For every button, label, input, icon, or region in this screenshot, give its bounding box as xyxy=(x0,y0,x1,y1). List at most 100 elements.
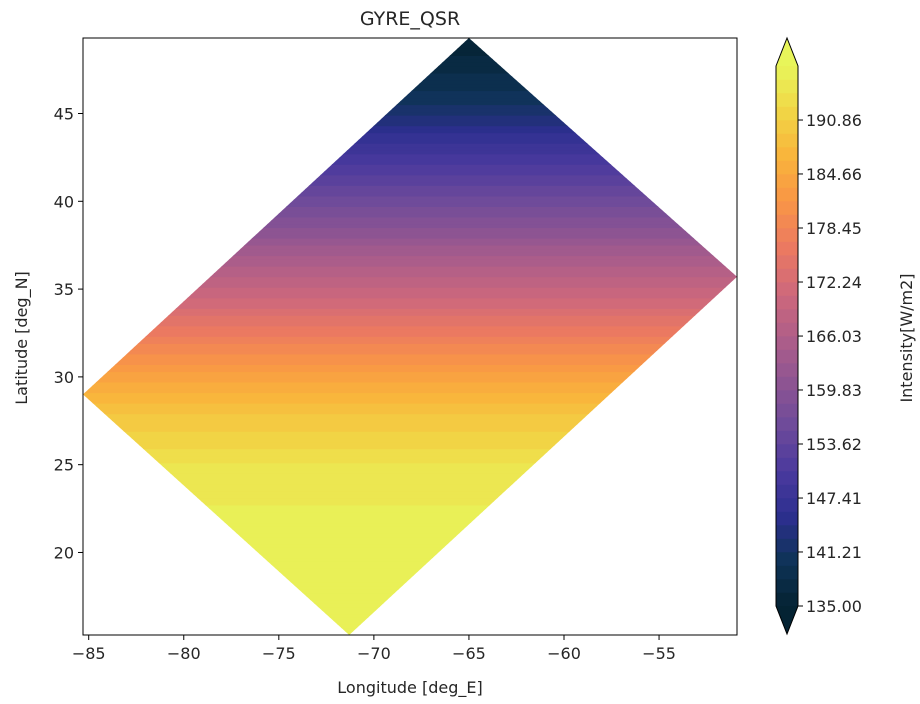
field-band xyxy=(83,269,737,274)
field-band xyxy=(83,444,737,450)
field-band xyxy=(83,58,737,63)
colorbar-tick-label: 166.03 xyxy=(806,327,862,346)
field-band xyxy=(83,448,737,453)
field-band xyxy=(83,44,737,49)
field-band xyxy=(83,550,737,555)
field-band xyxy=(83,185,737,190)
field-band xyxy=(83,283,737,288)
field-band xyxy=(83,62,737,67)
field-band xyxy=(83,599,737,604)
field-band xyxy=(83,114,737,120)
field-band xyxy=(83,399,737,404)
colorbar-level xyxy=(776,254,798,269)
field-band xyxy=(83,167,737,172)
colorbar-level xyxy=(776,376,798,391)
colorbar-label: Intensity[W/m2] xyxy=(897,273,916,402)
field-band xyxy=(83,339,737,344)
colorbar-level xyxy=(776,335,798,350)
field-band xyxy=(83,423,737,429)
field-band xyxy=(83,241,737,246)
y-tick-label: 20 xyxy=(54,543,74,562)
field-band xyxy=(83,564,737,569)
field-band xyxy=(83,553,737,559)
colorbar: 135.00 141.21 147.41 153.62 159.83 166.03 172.… xyxy=(775,36,862,636)
colorbar-level xyxy=(776,119,798,134)
field-band xyxy=(83,286,737,292)
field-band xyxy=(83,617,737,622)
field-band xyxy=(83,178,737,183)
colorbar-tick-label: 159.83 xyxy=(806,381,862,400)
field-band xyxy=(83,476,737,481)
colorbar-level xyxy=(776,214,798,229)
field-band xyxy=(83,620,737,625)
colorbar-extend-max xyxy=(776,38,798,66)
field-band xyxy=(83,501,737,506)
x-axis-ticks: −85 −80 −75 −70 −65 −60 −55 xyxy=(72,635,676,663)
field-band xyxy=(83,469,737,474)
field-band xyxy=(83,202,737,207)
field-band xyxy=(83,72,737,78)
field-band xyxy=(83,139,737,144)
field-band xyxy=(83,585,737,590)
field-band xyxy=(83,416,737,422)
field-band xyxy=(83,304,737,309)
field-band xyxy=(83,188,737,193)
field-band xyxy=(83,525,737,531)
colorbar-tick-label: 153.62 xyxy=(806,435,862,454)
colorbar-level xyxy=(776,146,798,161)
colorbar-tick-label: 178.45 xyxy=(806,219,862,238)
field-band xyxy=(83,234,737,239)
field-band xyxy=(83,595,737,601)
field-band xyxy=(83,262,737,267)
x-axis-label: Longitude [deg_E] xyxy=(337,678,482,698)
field-band xyxy=(83,135,737,141)
field-bands xyxy=(83,38,737,635)
field-band xyxy=(83,199,737,204)
field-band xyxy=(83,65,737,70)
x-tick-label: −55 xyxy=(642,644,676,663)
colorbar-level xyxy=(776,160,798,175)
field-band xyxy=(83,248,737,253)
field-band xyxy=(83,209,737,214)
field-band xyxy=(83,93,737,99)
colorbar-level xyxy=(776,484,798,499)
y-tick-label: 45 xyxy=(54,105,74,124)
colorbar-level xyxy=(776,538,798,553)
field-band xyxy=(83,560,737,566)
field-band xyxy=(83,346,737,351)
field-band xyxy=(83,318,737,323)
x-tick-label: −60 xyxy=(547,644,581,663)
field-band xyxy=(83,227,737,232)
field-band xyxy=(83,392,737,397)
field-band xyxy=(83,343,737,348)
field-band xyxy=(83,483,737,488)
field-band xyxy=(83,571,737,576)
colorbar-level xyxy=(776,443,798,458)
y-axis-label: Latitude [deg_N] xyxy=(12,271,32,405)
colorbar-level xyxy=(776,295,798,310)
field-band xyxy=(83,364,737,369)
field-band xyxy=(83,192,737,197)
field-band xyxy=(83,237,737,243)
field-band xyxy=(83,518,737,524)
field-band xyxy=(83,195,737,200)
field-band xyxy=(83,504,737,509)
field-band xyxy=(83,360,737,365)
field-band xyxy=(83,624,737,629)
colorbar-tick-label: 135.00 xyxy=(806,597,862,616)
colorbar-level xyxy=(776,430,798,445)
field-band xyxy=(83,83,737,88)
colorbar-level xyxy=(776,241,798,256)
field-band xyxy=(83,272,737,278)
colorbar-level xyxy=(776,511,798,526)
field-band xyxy=(83,420,737,425)
colorbar-level xyxy=(776,281,798,296)
field-band xyxy=(83,146,737,151)
x-tick-label: −85 xyxy=(72,644,106,663)
field-band xyxy=(83,532,737,538)
field-band xyxy=(83,413,737,418)
field-band xyxy=(83,497,737,502)
field-band xyxy=(83,111,737,116)
colorbar-level xyxy=(776,187,798,202)
field-band xyxy=(83,409,737,415)
